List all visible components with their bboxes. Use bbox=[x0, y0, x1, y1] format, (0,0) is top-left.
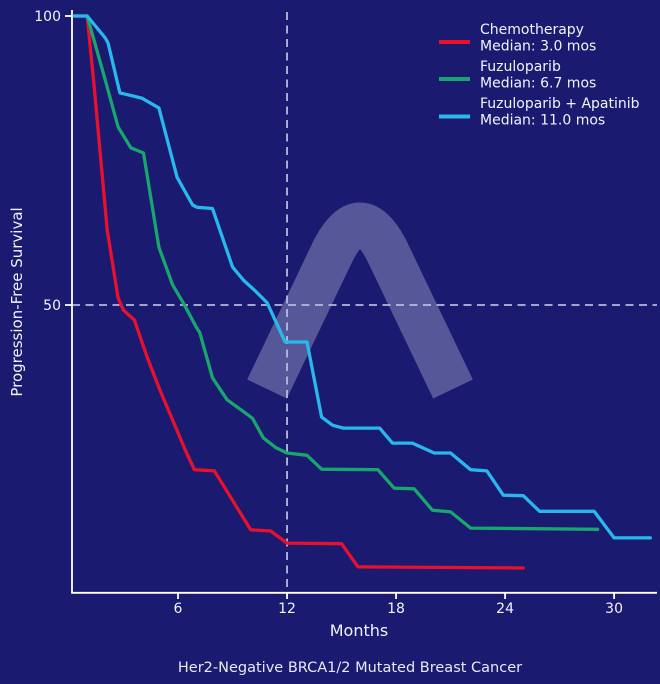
watermark-logo-icon bbox=[247, 202, 473, 399]
legend-entry-chemotherapy: Chemotherapy Median: 3.0 mos bbox=[439, 22, 596, 55]
reference-lines bbox=[72, 12, 657, 592]
curve-fuzuloparib-apatinib bbox=[72, 14, 653, 540]
axes: 6 12 18 24 30 50 100 bbox=[34, 9, 657, 617]
y-tick-label: 100 bbox=[34, 9, 61, 25]
survival-curves bbox=[72, 14, 653, 570]
legend-label-fuzuloparib-apatinib: Fuzuloparib + Apatinib bbox=[480, 96, 640, 112]
legend-label-chemotherapy: Chemotherapy bbox=[480, 22, 584, 38]
x-axis-title: Months bbox=[330, 621, 388, 640]
x-tick-label: 12 bbox=[278, 601, 296, 617]
chart-title: Her2-Negative BRCA1/2 Mutated Breast Can… bbox=[178, 660, 522, 676]
legend-label-fuzuloparib: Fuzuloparib bbox=[480, 59, 561, 75]
x-tick-label: 24 bbox=[496, 601, 514, 617]
x-tick-label: 6 bbox=[174, 601, 183, 617]
legend-median-fuzuloparib: Median: 6.7 mos bbox=[480, 76, 596, 92]
x-tick-label: 18 bbox=[387, 601, 405, 617]
legend-median-chemotherapy: Median: 3.0 mos bbox=[480, 39, 596, 55]
y-axis-title: Progression-Free Survival bbox=[8, 207, 26, 396]
watermark-arch bbox=[247, 202, 473, 399]
x-tick-label: 30 bbox=[605, 601, 623, 617]
legend-entry-fuzuloparib: Fuzuloparib Median: 6.7 mos bbox=[439, 59, 596, 92]
y-tick-label: 50 bbox=[43, 298, 61, 314]
curve-fuzuloparib bbox=[72, 14, 600, 531]
legend: Chemotherapy Median: 3.0 mos Fuzuloparib… bbox=[439, 22, 640, 129]
legend-entry-fuzuloparib-apatinib: Fuzuloparib + Apatinib Median: 11.0 mos bbox=[439, 96, 640, 129]
curve-chemotherapy bbox=[72, 14, 525, 570]
legend-median-fuzuloparib-apatinib: Median: 11.0 mos bbox=[480, 113, 605, 129]
axis-spines bbox=[71, 10, 657, 594]
